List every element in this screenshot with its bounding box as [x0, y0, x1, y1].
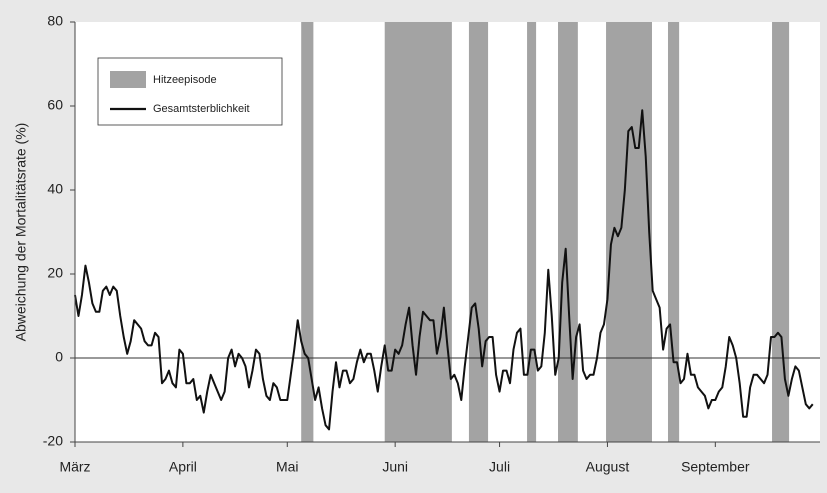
legend-label: Hitzeepisode	[153, 74, 217, 86]
legend-swatch	[110, 71, 146, 88]
heat-episode	[527, 22, 537, 442]
heat-episode	[384, 22, 452, 442]
x-tick-label: September	[681, 459, 750, 475]
mortality-line	[74, 109, 814, 431]
y-tick-label: 40	[47, 181, 63, 197]
x-tick-label: August	[586, 459, 630, 475]
legend-box	[97, 57, 283, 126]
y-tick-label: 80	[47, 13, 63, 29]
y-tick-label: -20	[43, 433, 63, 449]
x-tick-label: April	[169, 459, 197, 475]
x-tick-label: Juli	[489, 459, 510, 475]
y-tick-label: 20	[47, 265, 63, 281]
heat-episode	[772, 22, 790, 442]
x-tick-label: März	[59, 459, 90, 475]
y-axis-label: Abweichung der Mortalitätsrate (%)	[13, 123, 29, 342]
x-tick-label: Mai	[276, 459, 299, 475]
heat-episode	[558, 22, 578, 442]
heat-episode	[301, 22, 314, 442]
bands	[301, 22, 790, 442]
x-tick-label: Juni	[382, 459, 408, 475]
legend: Hitzeepisode Gesamtsterblichkeit	[97, 57, 283, 126]
heat-episode	[468, 22, 489, 442]
legend-label: Gesamtsterblichkeit	[153, 103, 250, 115]
heat-episode	[667, 22, 680, 442]
y-tick-label: 0	[55, 349, 63, 365]
y-tick-label: 60	[47, 97, 63, 113]
marks	[74, 109, 820, 431]
